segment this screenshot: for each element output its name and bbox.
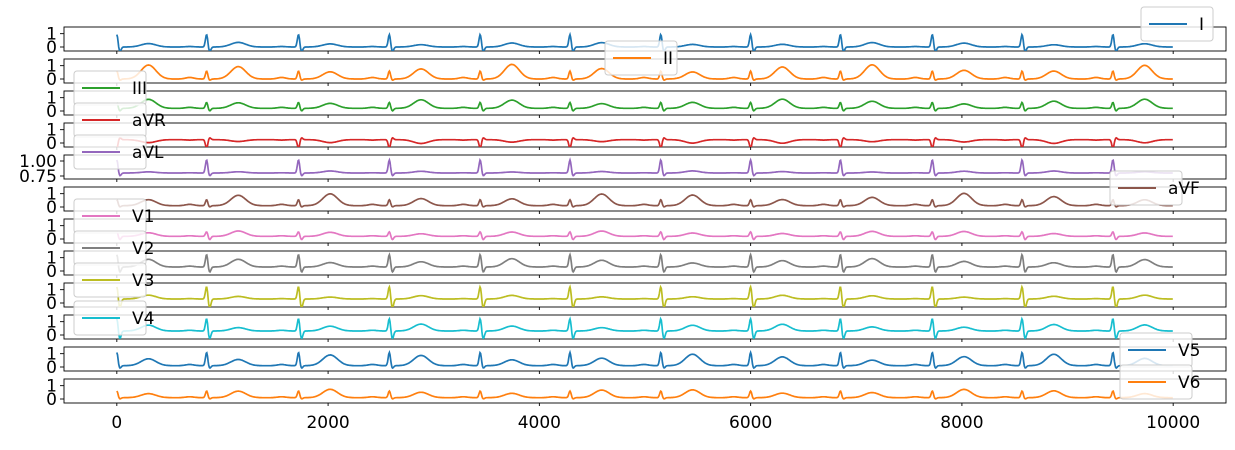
- legend-v5: V5: [1119, 332, 1200, 368]
- y-tick-label-v6: 1: [46, 377, 57, 397]
- x-tick-label: 0: [111, 413, 122, 433]
- y-tick-label-i: 1: [46, 25, 57, 45]
- legend-label-v1: V1: [132, 207, 154, 227]
- y-tick-label-avf: 1: [46, 185, 57, 205]
- legend-label-v3: V3: [132, 271, 154, 291]
- y-tick-label-ii: 0: [46, 70, 57, 90]
- lead-panel-v3: 01: [46, 281, 1227, 314]
- lead-panel-v1: 01: [46, 217, 1227, 250]
- y-tick-label-v2: 0: [46, 262, 57, 282]
- y-tick-label-v5: 0: [46, 358, 57, 378]
- legend-label-avr: aVR: [132, 111, 166, 131]
- panel-frame-v2: [63, 250, 1227, 276]
- series-line-avr: [116, 136, 1173, 147]
- series-line-v2: [115, 251, 1173, 274]
- y-tick-label-avl: 0.75: [19, 167, 57, 187]
- y-tick-label-i: 0: [46, 38, 57, 58]
- x-tick-label: 8000: [940, 413, 983, 433]
- panel-frame-v6: [63, 378, 1227, 404]
- legend-i: I: [1140, 6, 1214, 42]
- lead-panel-avl: 0.751.00: [19, 152, 1227, 187]
- x-axis: 0 2000 4000 6000 8000 10000: [111, 413, 1200, 433]
- y-tick-label-avf: 0: [46, 198, 57, 218]
- legend-v6: V6: [1119, 364, 1200, 400]
- y-tick-label-avl: 1.00: [19, 152, 57, 172]
- y-tick-label-iii: 0: [46, 102, 57, 122]
- lead-panel-v5: 01: [46, 345, 1227, 378]
- series-line-v5: [115, 349, 1173, 370]
- legend-avr: aVR: [73, 102, 166, 138]
- legend-v2: V2: [73, 230, 154, 266]
- lead-panel-avf: 01: [46, 185, 1227, 218]
- lead-panel-avr: 01: [46, 121, 1227, 154]
- x-tick-label: 2000: [306, 413, 349, 433]
- y-tick-label-v4: 0: [46, 326, 57, 346]
- lead-panel-v6: 01: [46, 377, 1227, 410]
- legend-avl: aVL: [73, 134, 164, 170]
- lead-panel-v4: 01: [46, 313, 1227, 346]
- legend-label-v2: V2: [132, 239, 154, 259]
- series-line-v3: [115, 284, 1173, 307]
- panel-frame-avf: [63, 186, 1227, 212]
- x-tick-label: 10000: [1146, 413, 1200, 433]
- legend-v1: V1: [73, 198, 154, 234]
- series-line-v6: [116, 388, 1173, 400]
- legend-label-v4: V4: [132, 309, 154, 329]
- series-line-avl: [115, 157, 1173, 177]
- series-line-v1: [116, 230, 1173, 241]
- y-tick-label-v2: 1: [46, 249, 57, 269]
- legend-avf: aVF: [1109, 170, 1200, 206]
- y-tick-label-v3: 1: [46, 281, 57, 301]
- legend-v4: V4: [73, 300, 154, 336]
- legend-label-iii: III: [132, 79, 147, 99]
- y-tick-label-iii: 1: [46, 89, 57, 109]
- panel-frame-avl: [63, 154, 1227, 180]
- legend-label-avf: aVF: [1168, 179, 1200, 199]
- panel-frame-v1: [63, 218, 1227, 244]
- legend-ii: II: [604, 40, 678, 76]
- legend-label-v6: V6: [1178, 373, 1200, 393]
- legend-label-v5: V5: [1178, 341, 1200, 361]
- series-line-v4: [115, 316, 1173, 339]
- panel-frame-v5: [63, 346, 1227, 372]
- series-line-avf: [116, 192, 1173, 208]
- legend-iii: III: [73, 70, 147, 106]
- y-tick-label-avr: 1: [46, 121, 57, 141]
- y-tick-label-v1: 0: [46, 230, 57, 250]
- y-tick-label-ii: 1: [46, 57, 57, 77]
- panel-frame-iii: [63, 90, 1227, 116]
- y-tick-label-v4: 1: [46, 313, 57, 333]
- lead-panel-v2: 01: [46, 249, 1227, 282]
- y-tick-label-v1: 1: [46, 217, 57, 237]
- panel-frame-v4: [63, 314, 1227, 340]
- x-tick-label: 6000: [729, 413, 772, 433]
- lead-panel-iii: 01: [46, 89, 1227, 122]
- series-line-ii: [116, 63, 1173, 82]
- y-tick-label-v3: 0: [46, 294, 57, 314]
- series-line-iii: [116, 98, 1173, 112]
- legend-v3: V3: [73, 262, 154, 298]
- y-tick-label-avr: 0: [46, 134, 57, 154]
- legend-label-avl: aVL: [132, 143, 164, 163]
- y-tick-label-v6: 0: [46, 390, 57, 410]
- y-tick-label-v5: 1: [46, 345, 57, 365]
- legend-label-ii: II: [663, 49, 673, 69]
- panel-frame-v3: [63, 282, 1227, 308]
- panel-frame-avr: [63, 122, 1227, 148]
- legend-label-i: I: [1199, 15, 1204, 35]
- x-tick-label: 4000: [518, 413, 561, 433]
